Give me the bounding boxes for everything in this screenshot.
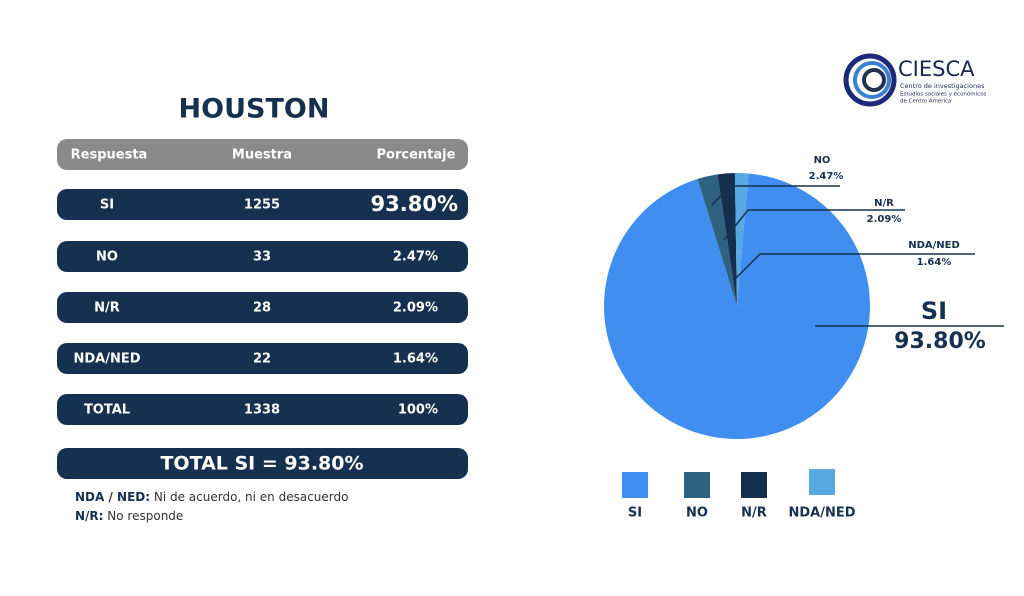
logo-line: Centro de investigaciones (900, 82, 985, 90)
row-sample: 1338 (244, 403, 280, 418)
legend-label: SI (628, 506, 642, 521)
logo-name: CIESCA (898, 57, 975, 81)
leader-line (723, 209, 905, 241)
header-cell: Muestra (232, 148, 292, 163)
total-banner (57, 448, 468, 479)
slice-name: NO (814, 155, 831, 166)
note: N/R: No responde (75, 509, 183, 523)
slice-name: N/R (874, 198, 894, 209)
slice-value: 2.47% (809, 171, 844, 182)
note-text: Ni de acuerdo, ni en desacuerdo (154, 490, 349, 504)
table-row (57, 241, 468, 272)
logo-ring (862, 68, 886, 92)
logo-ring (853, 61, 891, 99)
pie-slice (604, 173, 870, 439)
legend-label: N/R (741, 506, 767, 521)
legend-label: NO (686, 506, 708, 521)
legend-swatch (622, 472, 648, 498)
slice-value: 1.64% (917, 257, 952, 268)
row-sample: 33 (253, 250, 271, 265)
row-percent: 2.47% (393, 250, 438, 265)
logo-ring (843, 53, 897, 107)
table-row (57, 189, 468, 220)
row-label: TOTAL (84, 403, 130, 418)
table-row (57, 343, 468, 374)
slice-name: NDA/NED (908, 240, 960, 251)
row-label: SI (100, 198, 114, 213)
note-term: NDA / NED: (75, 490, 150, 504)
logo: CIESCA Centro de investigaciones Estudio… (843, 53, 987, 107)
note-term: N/R: (75, 509, 103, 523)
note-text: No responde (107, 509, 183, 523)
header-cell: Respuesta (71, 148, 148, 163)
row-percent: 1.64% (393, 352, 438, 367)
header-cell: Porcentaje (377, 148, 456, 163)
row-percent: 2.09% (393, 301, 438, 316)
leader-line (733, 253, 975, 281)
row-label: NO (96, 250, 118, 265)
legend-swatch (809, 469, 835, 495)
title: HOUSTON (179, 94, 330, 125)
slice-value: 2.09% (867, 214, 902, 225)
pie-slice (717, 173, 737, 306)
slice-value: 93.80% (894, 329, 986, 354)
slice-name: SI (921, 297, 947, 325)
total-text: TOTAL SI = 93.80% (160, 453, 363, 475)
row-label: NDA/NED (73, 352, 140, 367)
table-row (57, 394, 468, 425)
row-sample: 28 (253, 301, 271, 316)
leader-line (711, 185, 840, 206)
legend-swatch (684, 472, 710, 498)
table-header (57, 139, 468, 170)
pie-slice (734, 172, 749, 306)
note: NDA / NED: Ni de acuerdo, ni en desacuer… (75, 490, 348, 504)
legend-swatch (741, 472, 767, 498)
pie-slice (697, 174, 737, 306)
row-percent: 100% (398, 403, 438, 418)
logo-line: de Centro América (900, 98, 951, 105)
row-label: N/R (94, 301, 120, 316)
row-percent: 93.80% (371, 192, 458, 216)
table-row (57, 292, 468, 323)
row-sample: 1255 (244, 198, 280, 213)
logo-line: Estudios sociales y económicos (900, 91, 987, 98)
legend-label: NDA/NED (788, 506, 855, 521)
row-sample: 22 (253, 352, 271, 367)
